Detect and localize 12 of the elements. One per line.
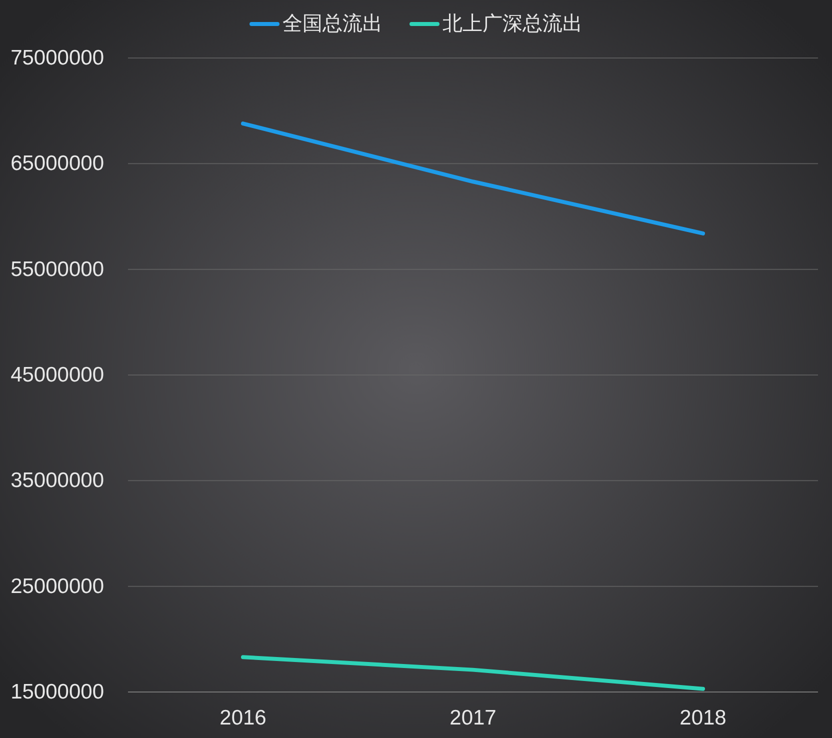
- y-tick-label: 15000000: [10, 680, 104, 704]
- y-tick-label: 55000000: [10, 258, 104, 281]
- y-tick-label: 45000000: [10, 364, 104, 386]
- y-tick-label: 35000000: [10, 469, 104, 492]
- x-tick-label: 2018: [680, 706, 726, 730]
- y-tick-label: 65000000: [10, 152, 104, 176]
- x-tick-label: 2016: [220, 706, 266, 730]
- legend-label: 全国总流出: [282, 13, 382, 35]
- y-tick-label: 25000000: [10, 574, 104, 598]
- y-tick-label: 75000000: [10, 46, 104, 70]
- x-tick-label: 2017: [450, 706, 496, 730]
- legend-label: 北上广深总流出: [442, 13, 582, 35]
